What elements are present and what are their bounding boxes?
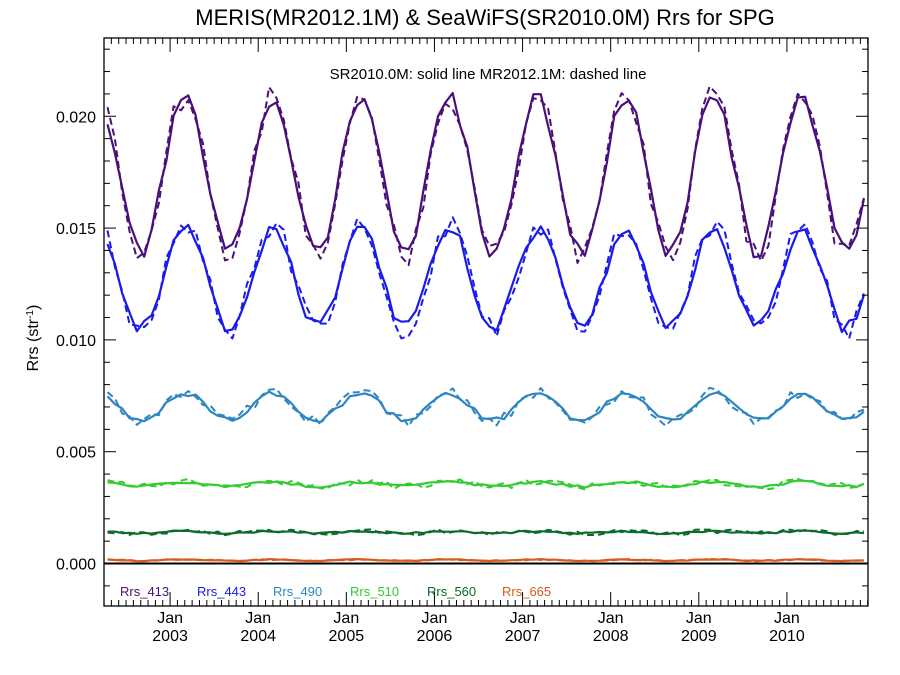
y-axis-label-main: Rrs (str [25,318,42,371]
chart-title: MERIS(MR2012.1M) & SeaWiFS(SR2010.0M) Rr… [195,5,774,30]
line-style-annotation: SR2010.0M: solid line MR2012.1M: dashed … [330,66,647,83]
legend-entry-rrs-443: Rrs_443 [197,584,246,599]
x-tick-year-label: 2010 [769,628,805,645]
x-tick-month-label: Jan [510,610,536,627]
x-tick-year-label: 2004 [240,628,276,645]
legend-entry-rrs-560: Rrs_560 [427,584,476,599]
legend-entry-rrs-510: Rrs_510 [350,584,399,599]
x-tick-month-label: Jan [686,610,712,627]
y-axis-label: Rrs (str-1) [25,305,43,372]
legend: Rrs_413 Rrs_443 Rrs_490 Rrs_510 Rrs_560 Rrs_6… [120,584,551,599]
x-tick-month-label: Jan [774,610,800,627]
series-line-dashed-rrs-443 [106,216,865,340]
y-tick-label: 0.015 [56,221,96,238]
y-tick-label: 0.010 [56,333,96,350]
y-axis-label-close: ) [25,305,42,310]
x-tick-year-label: 2005 [329,628,365,645]
y-tick-label: 0.020 [56,109,96,126]
series-line-solid-rrs-510 [107,479,865,489]
series-layer [106,85,865,563]
series-line-dashed-rrs-665 [107,557,864,563]
legend-entry-rrs-665: Rrs_665 [502,584,551,599]
x-tick-year-label: 2008 [593,628,629,645]
series-line-dashed-rrs-560 [107,528,864,537]
series-line-solid-rrs-413 [106,91,865,259]
ticks-layer: 0.0000.0050.0100.0150.020Jan2003Jan2004J… [56,38,869,645]
y-tick-label: 0.005 [56,445,96,462]
y-tick-label: 0.000 [56,557,96,574]
y-axis-label-exponent: -1 [25,310,36,319]
x-tick-month-label: Jan [245,610,271,627]
series-line-dashed-rrs-490 [106,386,865,428]
x-tick-year-label: 2009 [681,628,717,645]
legend-entry-rrs-413: Rrs_413 [120,584,169,599]
x-tick-year-label: 2007 [505,628,541,645]
series-line-dashed-rrs-510 [107,477,865,491]
x-tick-month-label: Jan [157,610,183,627]
series-line-dashed-rrs-413 [106,85,865,267]
x-tick-month-label: Jan [422,610,448,627]
x-tick-year-label: 2003 [152,628,188,645]
x-tick-month-label: Jan [333,610,359,627]
x-tick-year-label: 2006 [417,628,453,645]
legend-entry-rrs-490: Rrs_490 [273,584,322,599]
x-tick-month-label: Jan [598,610,624,627]
series-line-solid-rrs-490 [106,390,865,424]
